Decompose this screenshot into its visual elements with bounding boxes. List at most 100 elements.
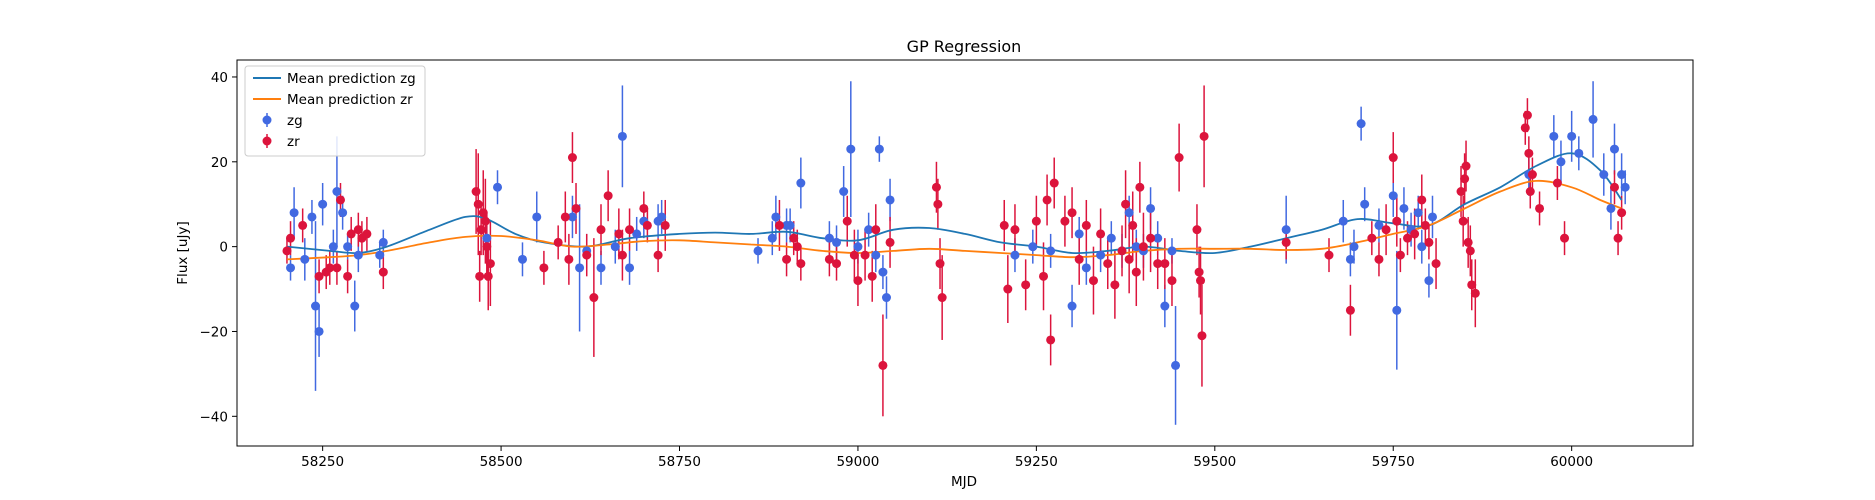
point-zr	[353, 225, 363, 235]
point-zr	[482, 242, 492, 252]
point-zg	[1413, 208, 1423, 218]
point-zr	[567, 153, 577, 163]
point-zr	[1381, 225, 1391, 235]
point-zg	[482, 233, 492, 243]
point-zg	[1424, 276, 1434, 286]
point-zr	[1465, 246, 1475, 256]
point-zg	[1131, 242, 1141, 252]
point-zr	[1124, 254, 1134, 264]
point-zg	[300, 254, 310, 264]
point-zg	[853, 242, 863, 252]
point-zg	[1360, 199, 1370, 209]
point-zg	[864, 225, 874, 235]
point-zg	[1281, 225, 1291, 235]
point-zr	[931, 182, 941, 192]
point-zg	[517, 254, 527, 264]
point-zg	[1574, 148, 1584, 158]
point-zr	[1167, 276, 1177, 286]
x-tick-label: 59750	[1372, 454, 1415, 470]
point-zr	[1458, 216, 1468, 226]
legend-marker-swatch	[262, 115, 272, 125]
point-zg	[1074, 229, 1084, 239]
point-zg	[311, 301, 321, 311]
point-zg	[1609, 144, 1619, 154]
point-zg	[846, 144, 856, 154]
point-zr	[1522, 110, 1532, 120]
point-zr	[1121, 199, 1131, 209]
point-zr	[1138, 242, 1148, 252]
point-zg	[767, 233, 777, 243]
point-zg	[1171, 360, 1181, 370]
point-zr	[853, 276, 863, 286]
y-axis-label: Flux [uJy]	[175, 221, 191, 284]
series-zg-points	[286, 114, 1630, 370]
point-zr	[1281, 237, 1291, 247]
point-zg	[625, 263, 635, 273]
point-zr	[1461, 161, 1471, 171]
point-zr	[1467, 280, 1477, 290]
x-tick-label: 58250	[301, 454, 344, 470]
point-zr	[1021, 280, 1031, 290]
point-zr	[1146, 233, 1156, 243]
point-zg	[1067, 301, 1077, 311]
x-tick-label: 58750	[658, 454, 701, 470]
point-zg	[1374, 220, 1384, 230]
point-zr	[1410, 229, 1420, 239]
point-zg	[338, 208, 348, 218]
point-zr	[1042, 195, 1052, 205]
point-zr	[639, 203, 649, 213]
point-zg	[1338, 216, 1348, 226]
point-zr	[1324, 250, 1334, 260]
point-zg	[878, 267, 888, 277]
point-zr	[1609, 182, 1619, 192]
point-zr	[473, 199, 483, 209]
point-zg	[314, 326, 324, 336]
point-zg	[839, 186, 849, 196]
point-zr	[1456, 186, 1466, 196]
point-zr	[485, 259, 495, 269]
point-zr	[539, 263, 549, 273]
point-zr	[1046, 335, 1056, 345]
legend-marker-swatch	[262, 136, 272, 146]
point-zr	[1520, 123, 1530, 133]
point-zr	[1103, 259, 1113, 269]
point-zg	[1153, 233, 1163, 243]
point-zr	[792, 242, 802, 252]
point-zr	[564, 254, 574, 264]
point-zr	[860, 250, 870, 260]
point-zg	[1010, 250, 1020, 260]
point-zg	[632, 229, 642, 239]
x-tick-label: 59000	[836, 454, 879, 470]
point-zg	[1106, 233, 1116, 243]
point-zr	[282, 246, 292, 256]
point-zr	[642, 220, 652, 230]
point-zr	[1049, 178, 1059, 188]
point-zr	[1463, 237, 1473, 247]
point-zg	[885, 195, 895, 205]
point-zr	[1420, 220, 1430, 230]
point-zr	[478, 208, 488, 218]
point-zg	[1427, 212, 1437, 222]
point-zr	[885, 237, 895, 247]
point-zg	[1588, 114, 1598, 124]
point-zr	[298, 220, 308, 230]
y-tick-label: 40	[211, 70, 228, 86]
point-zr	[849, 250, 859, 260]
point-zg	[1617, 170, 1627, 180]
y-tick-label: 20	[211, 155, 228, 171]
point-zr	[824, 254, 834, 264]
point-zr	[1135, 182, 1145, 192]
y-axis: −40 −20 0 20 40	[200, 70, 237, 425]
point-zg	[657, 212, 667, 222]
point-zr	[475, 271, 485, 281]
point-zr	[1552, 178, 1562, 188]
point-zg	[307, 212, 317, 222]
point-zr	[1403, 233, 1413, 243]
point-zg	[332, 186, 342, 196]
point-zr	[603, 191, 613, 201]
point-zg	[617, 131, 627, 141]
point-zg	[1392, 305, 1402, 315]
point-zg	[1620, 182, 1630, 192]
point-zr	[617, 250, 627, 260]
point-zr	[1010, 225, 1020, 235]
